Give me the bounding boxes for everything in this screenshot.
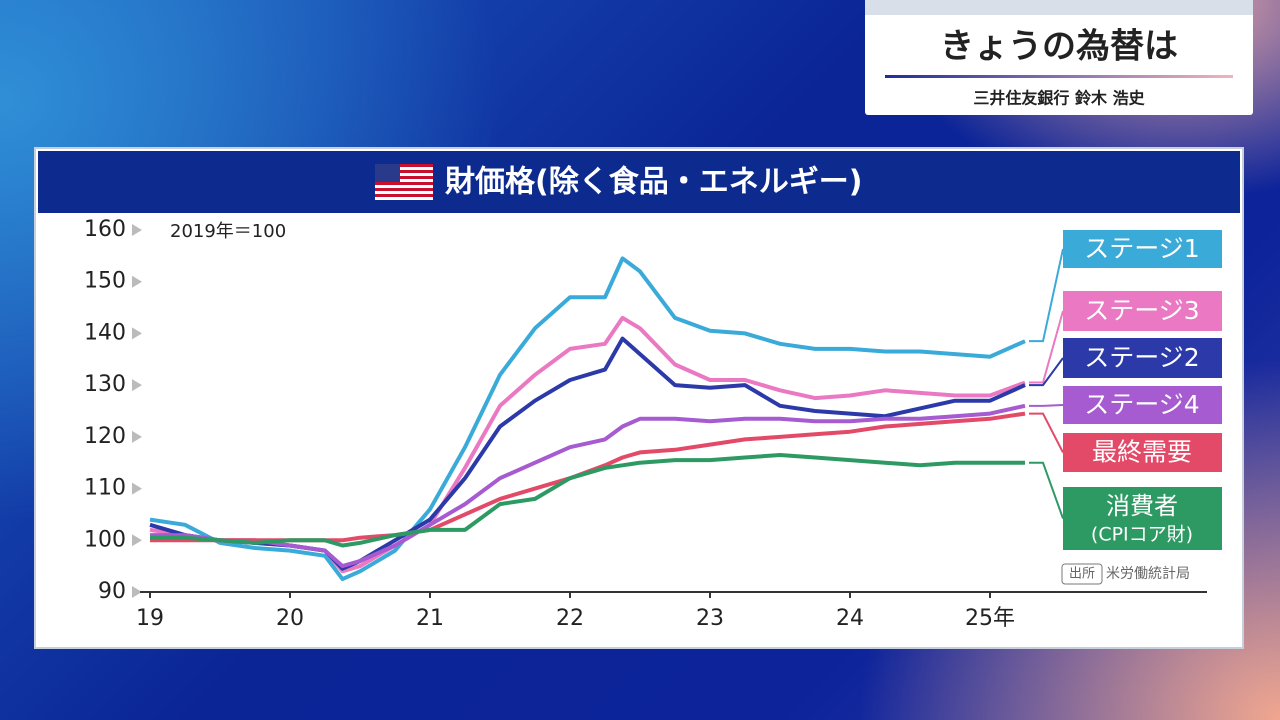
- x-tick-label: 22: [556, 606, 584, 631]
- series-line: [150, 403, 1026, 569]
- card-strip: [865, 0, 1253, 15]
- legend-box: [1063, 386, 1222, 424]
- legend-label: ステージ2: [1084, 343, 1199, 372]
- x-tick-label: 20: [276, 606, 304, 631]
- legend-note: (CPIコア財): [1091, 524, 1193, 546]
- legend-connector: [1029, 461, 1064, 519]
- y-tick-mark: [132, 224, 142, 236]
- presenter-card: きょうの為替は 三井住友銀行 鈴木 浩史: [865, 0, 1253, 115]
- legend-connector: [1029, 310, 1064, 384]
- legend-label: 消費者: [1106, 492, 1178, 520]
- y-tick-label: 120: [84, 424, 126, 449]
- x-tick-label: 24: [836, 606, 864, 631]
- legend-label: 最終需要: [1092, 438, 1192, 467]
- legend-label: ステージ3: [1084, 296, 1199, 325]
- y-tick-mark: [132, 534, 142, 547]
- series-line: [150, 453, 1025, 548]
- legend-connector: [1029, 404, 1064, 407]
- y-tick-mark: [132, 430, 142, 443]
- legend-box: [1063, 291, 1222, 331]
- y-tick-label: 140: [84, 320, 126, 345]
- plot: 90 100 110 120 130 140 150 160 19 20 21 22 23 24 25年 ステ…: [84, 217, 1222, 631]
- us-flag: [375, 164, 433, 200]
- legend-connector: [1029, 357, 1064, 387]
- source-label: 出所: [1069, 567, 1095, 582]
- y-tick-mark: [132, 379, 142, 392]
- y-tick-mark: [132, 586, 142, 598]
- chart-header: [38, 151, 1240, 213]
- y-tick-mark: [132, 327, 142, 340]
- chart-panel: [34, 147, 1244, 649]
- y-tick-mark: [132, 275, 142, 288]
- legend-connector: [1029, 412, 1064, 453]
- y-tick-label: 110: [84, 476, 126, 501]
- card-bg: [865, 0, 1253, 115]
- legend-label: ステージ4: [1084, 390, 1199, 419]
- card-underline: [885, 75, 1233, 78]
- card-presenter: 三井住友銀行 鈴木 浩史: [973, 89, 1145, 108]
- y-tick-label: 90: [98, 579, 126, 604]
- legend-box: [1063, 230, 1222, 268]
- source: 米労働統計局: [1106, 566, 1190, 582]
- chart-title: 財価格(除く食品・エネルギー): [445, 165, 862, 200]
- y-tick-label: 160: [84, 217, 126, 242]
- y-tick-label: 100: [84, 527, 126, 552]
- legend-box: [1063, 338, 1222, 378]
- legend-connector: [1029, 248, 1064, 343]
- x-tick-label: 19: [136, 606, 164, 631]
- x-tick-label: 25年: [965, 606, 1015, 631]
- y-tick-mark: [132, 482, 142, 495]
- x-tick-label: 21: [416, 606, 444, 631]
- annotation: 2019年＝100: [170, 221, 286, 242]
- x-tick-label: 23: [696, 606, 724, 631]
- legend-box: [1063, 487, 1222, 550]
- source-box: [1061, 563, 1103, 585]
- legend-box: [1063, 433, 1222, 472]
- y-tick-label: 150: [84, 269, 126, 294]
- series-line: [149, 256, 1026, 582]
- legend-label: ステージ1: [1084, 234, 1199, 263]
- card-title: きょうの為替は: [940, 27, 1178, 67]
- y-tick-label: 130: [84, 372, 126, 397]
